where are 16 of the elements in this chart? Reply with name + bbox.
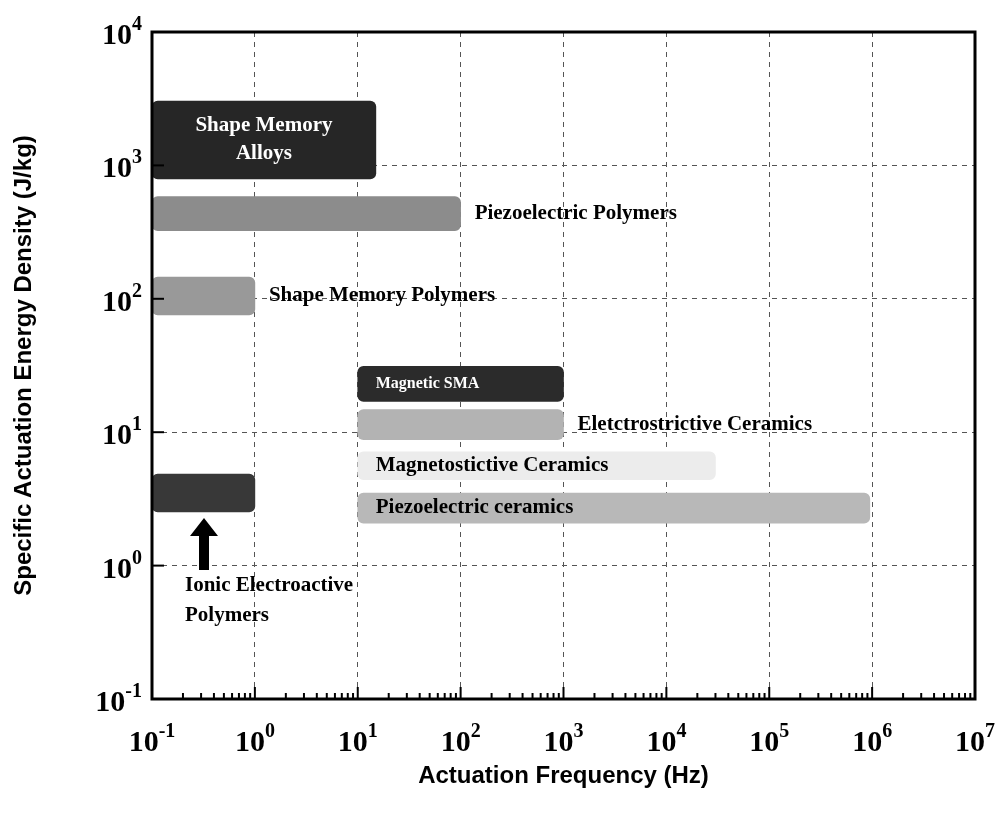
annotation: Shape Memory Alloys [195,112,333,165]
y-axis-title: Specific Actuation Energy Density (J/kg) [8,135,36,596]
annotation: Ionic Electroactive Polymers [185,572,354,627]
annotation: Eletctrostrictive Ceramics [577,411,813,436]
x-axis-title: Actuation Frequency (Hz) [418,760,709,788]
annotation: Magnetostictive Ceramics [375,452,609,477]
annotation: Piezoelectric ceramics [375,494,574,519]
bar [357,409,564,440]
annotation: Piezoelectric Polymers [474,200,677,225]
annotation: Magnetic SMA [375,374,480,393]
bar [152,276,256,316]
bar [152,100,377,180]
bar [152,473,256,513]
bar [357,366,564,402]
annotation: Shape Memory Polymers [268,282,496,307]
bar [152,196,461,231]
